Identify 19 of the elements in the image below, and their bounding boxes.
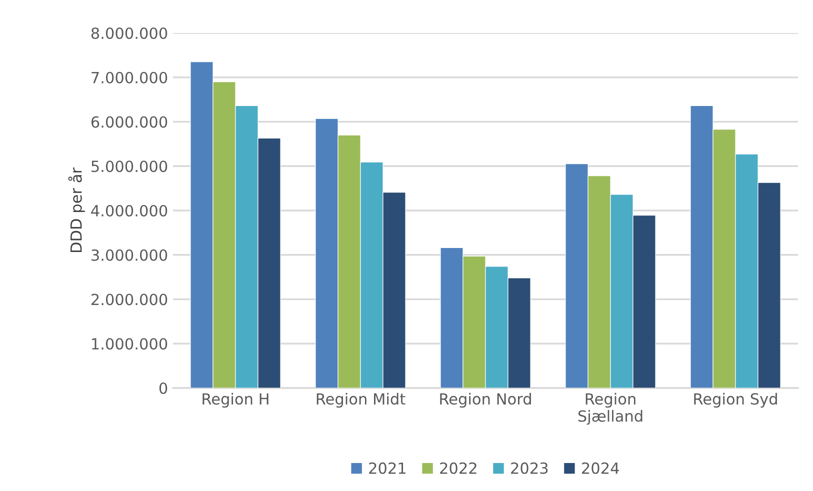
y-tick-label: 8.000.000 — [91, 27, 168, 40]
x-tick-label: Region Midt — [316, 392, 406, 408]
y-tick-label: 5.000.000 — [92, 160, 168, 172]
y-tick-label: 7.000.000 — [92, 72, 168, 84]
y-tick-label: 1.000.000 — [92, 338, 168, 350]
y-tick-label: 3.000.000 — [92, 249, 168, 261]
legend-label: 2023 — [511, 462, 548, 474]
x-tick-label: Region Nord — [440, 392, 531, 408]
x-tick-label: Region Syd — [694, 392, 777, 408]
x-tick-label: Region H — [202, 392, 268, 408]
y-axis-title: DDD per år — [68, 167, 85, 252]
legend-label: 2021 — [369, 462, 406, 474]
x-tick-label: Region Sjælland — [578, 392, 642, 425]
y-tick-label: 0 — [159, 382, 168, 394]
legend-label: 2024 — [582, 462, 619, 474]
legend-label: 2022 — [440, 462, 476, 474]
y-tick-label: 4.000.000 — [91, 204, 168, 217]
y-tick-label: 2.000.000 — [92, 294, 168, 306]
y-tick-label: 6.000.000 — [91, 116, 168, 128]
